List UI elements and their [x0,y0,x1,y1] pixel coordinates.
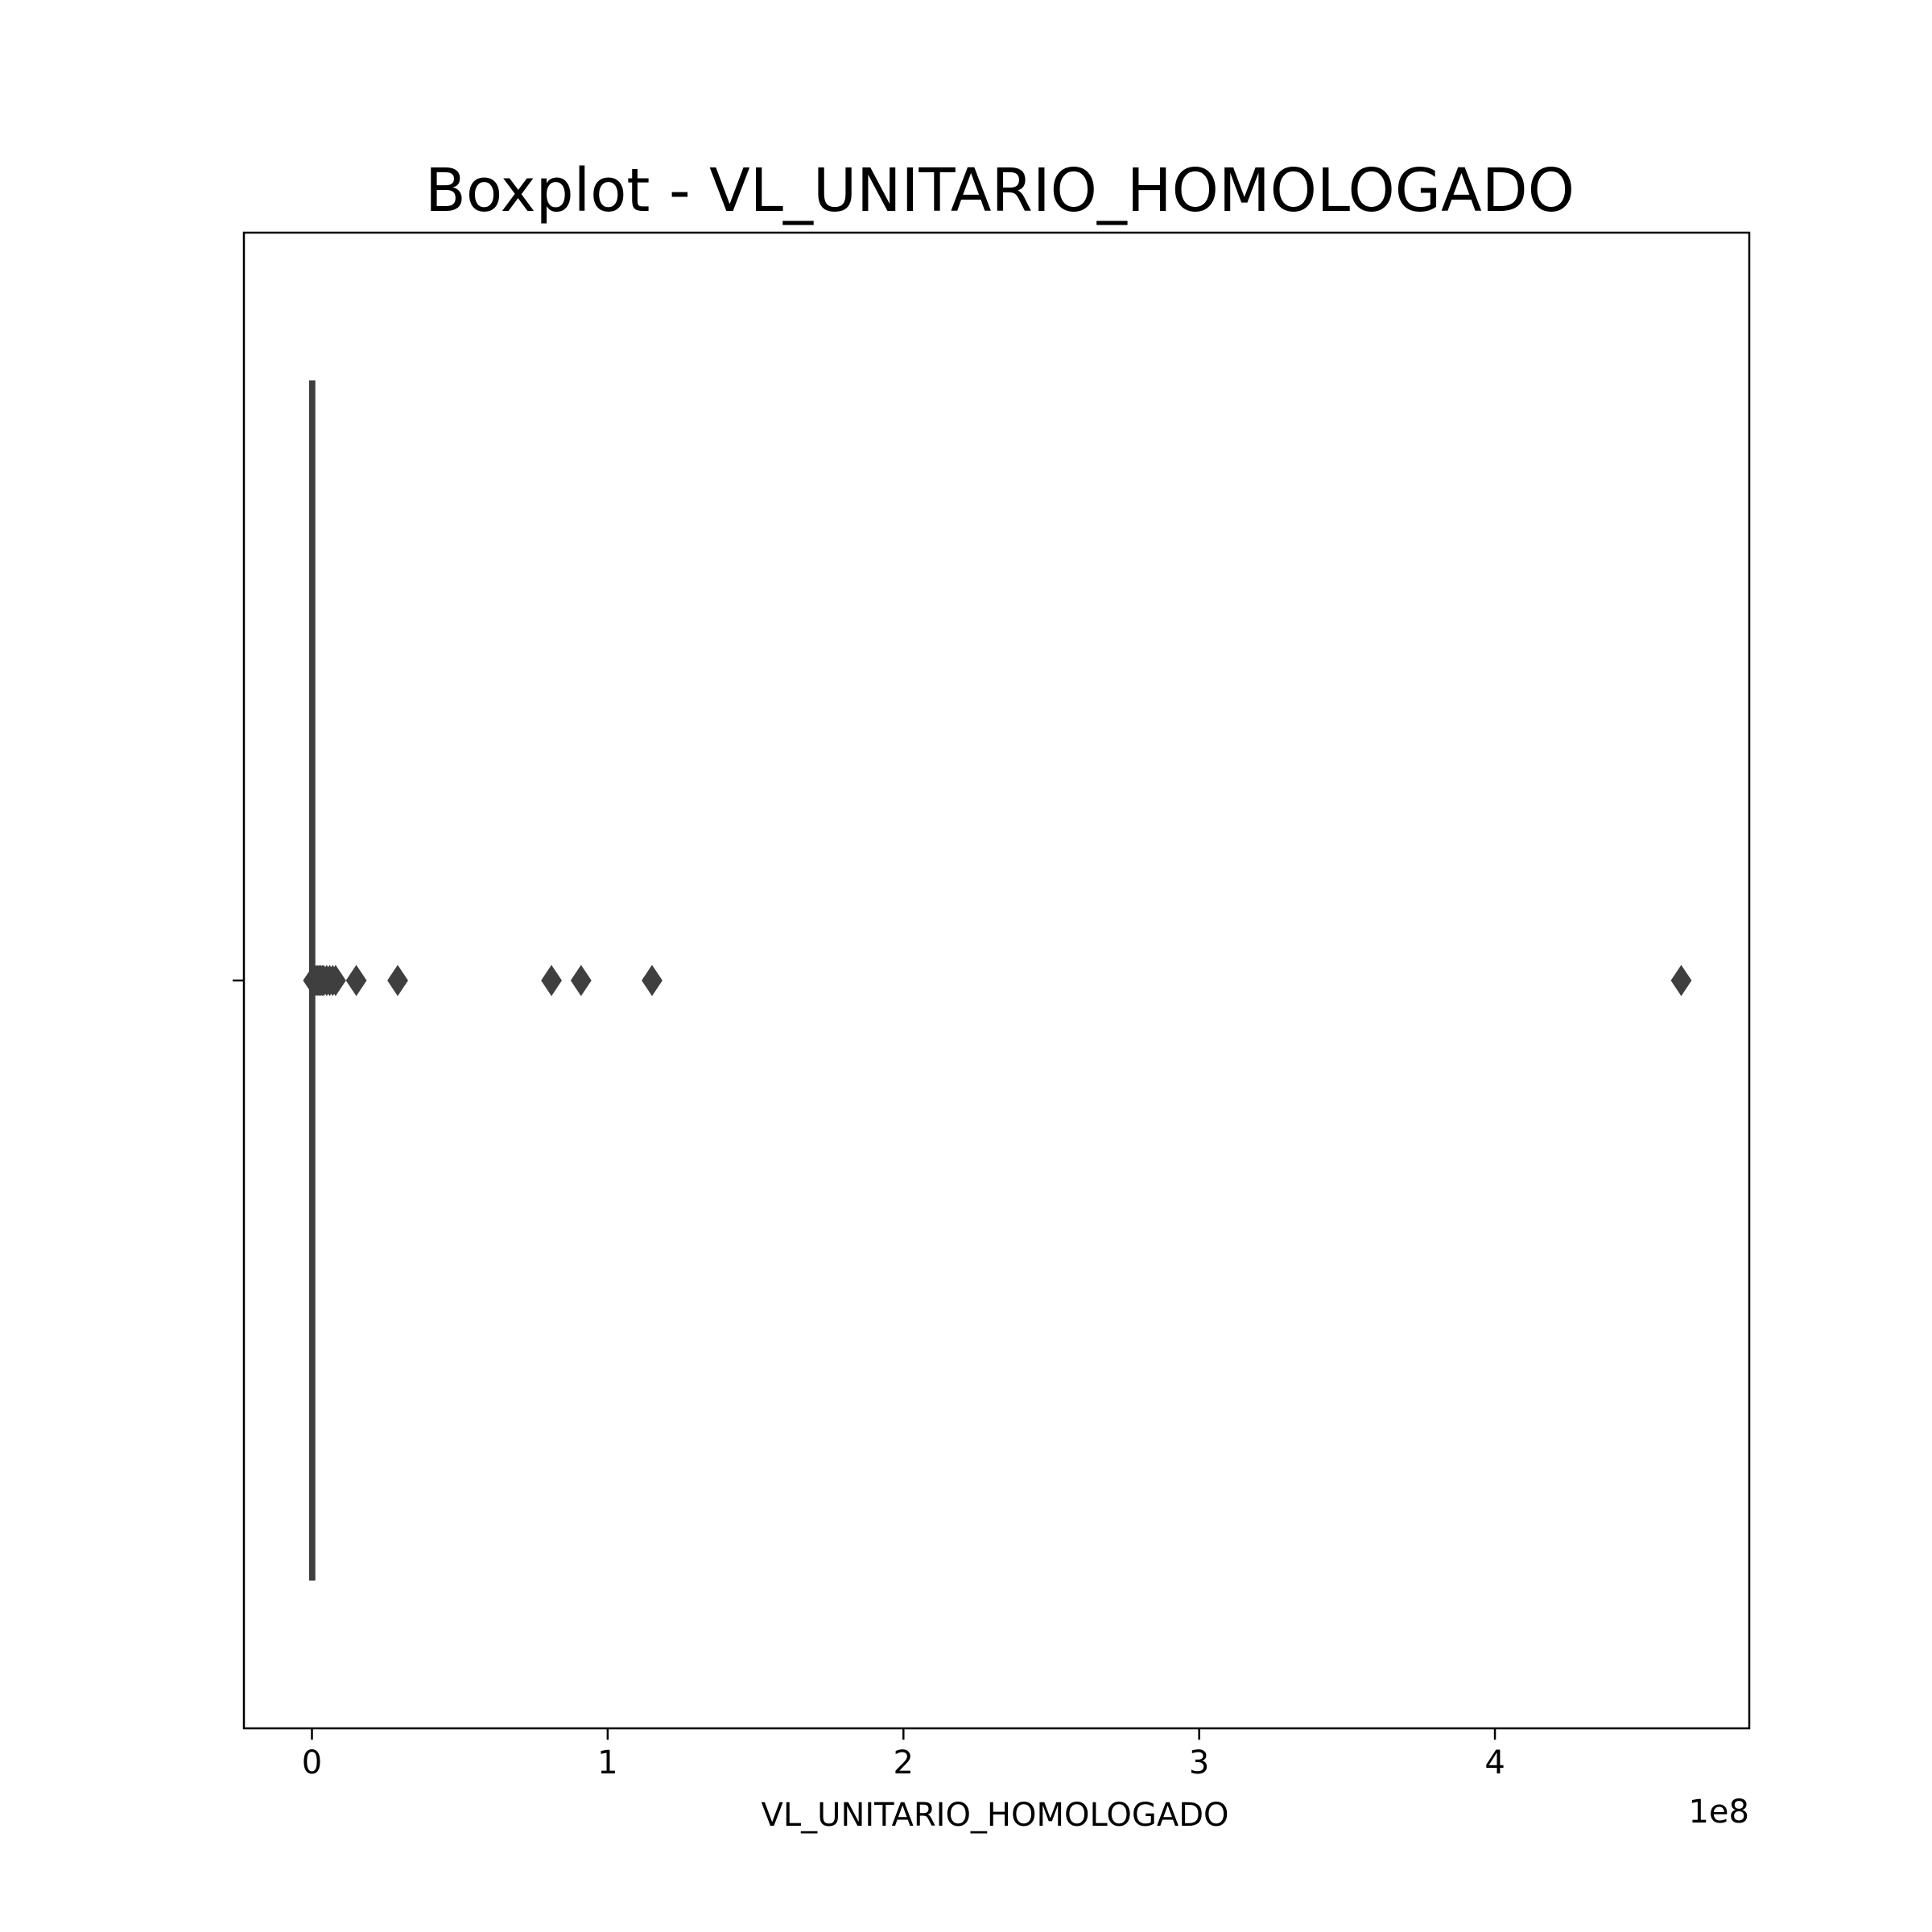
chart-title: Boxplot - VL_UNITARIO_HOMOLOGADO [425,156,1575,225]
x-axis-label: VL_UNITARIO_HOMOLOGADO [762,1797,1229,1834]
x-tick-label: 0 [302,1744,322,1781]
outlier-point [541,964,562,997]
outlier-point [324,964,346,997]
x-tick-label: 3 [1189,1744,1209,1781]
x-axis: 0 1 2 3 4 [302,1728,1505,1781]
plot-content [303,380,1692,1581]
x-tick-label: 4 [1484,1744,1505,1781]
outlier-point [387,964,408,997]
x-tick-label: 2 [894,1744,914,1781]
x-axis-offset-label: 1e8 [1688,1794,1749,1831]
outlier-point [570,964,592,997]
outlier-point [1670,964,1692,997]
x-tick-label: 1 [597,1744,617,1781]
outlier-point [345,964,367,997]
outlier-point [642,964,663,997]
